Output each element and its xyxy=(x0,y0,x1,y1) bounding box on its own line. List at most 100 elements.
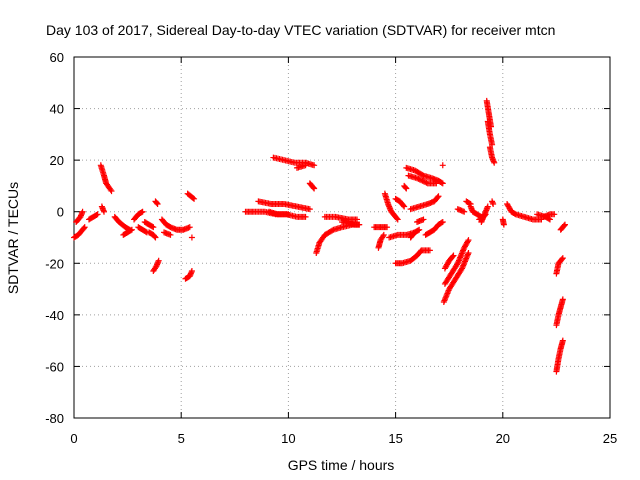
data-point xyxy=(92,212,99,219)
data-point xyxy=(305,205,312,212)
y-tick-label: -40 xyxy=(45,308,64,323)
data-point xyxy=(93,211,100,218)
y-tick-label: 60 xyxy=(50,50,64,65)
data-point xyxy=(457,268,464,275)
data-point xyxy=(446,273,453,280)
x-axis-label: GPS time / hours xyxy=(288,457,395,473)
data-point xyxy=(320,234,327,241)
y-tick-label: -80 xyxy=(45,411,64,426)
data-point xyxy=(137,225,144,232)
data-point xyxy=(384,199,391,206)
data-point xyxy=(309,161,316,168)
data-point xyxy=(425,247,432,254)
data-point xyxy=(431,180,438,187)
data-point xyxy=(415,227,422,234)
data-point xyxy=(459,208,466,215)
data-point xyxy=(165,222,172,229)
data-point xyxy=(439,162,446,169)
data-point xyxy=(151,233,158,240)
x-tick-label: 5 xyxy=(178,431,185,446)
data-point xyxy=(415,175,422,182)
y-tick-label: -60 xyxy=(45,359,64,374)
data-point xyxy=(394,197,401,204)
chart-title: Day 103 of 2017, Sidereal Day-to-day VTE… xyxy=(46,22,555,38)
data-point xyxy=(106,185,113,192)
data-point xyxy=(437,220,444,227)
data-point xyxy=(561,222,568,229)
y-tick-label: 0 xyxy=(57,205,64,220)
x-tick-label: 15 xyxy=(388,431,402,446)
data-point xyxy=(414,203,421,210)
data-point xyxy=(466,200,473,207)
data-point xyxy=(148,222,155,229)
data-point xyxy=(166,231,173,238)
data-point xyxy=(414,228,421,235)
data-point xyxy=(557,346,564,353)
data-point xyxy=(399,201,406,208)
y-tick-label: 20 xyxy=(50,153,64,168)
data-point xyxy=(419,171,426,178)
y-axis-label: SDTVAR / TECUs xyxy=(5,182,21,294)
data-point xyxy=(316,241,323,248)
data-point xyxy=(155,258,162,265)
data-point xyxy=(301,213,308,220)
data-point xyxy=(393,215,400,222)
data-point xyxy=(189,194,196,201)
data-point xyxy=(382,224,389,231)
data-point xyxy=(279,156,286,163)
data-point xyxy=(329,227,336,234)
data-point xyxy=(438,219,445,226)
data-point xyxy=(185,191,192,198)
data-point xyxy=(379,234,386,241)
data-point xyxy=(416,176,423,183)
data-point xyxy=(448,254,455,261)
data-point xyxy=(354,221,361,228)
data-point xyxy=(138,209,145,216)
data-point xyxy=(401,183,408,190)
data-point xyxy=(418,177,425,184)
x-tick-label: 10 xyxy=(281,431,295,446)
data-point xyxy=(558,257,565,264)
x-tick-label: 20 xyxy=(496,431,510,446)
data-point xyxy=(560,223,567,230)
data-point xyxy=(558,256,565,263)
data-point xyxy=(433,223,440,230)
data-point xyxy=(127,227,134,234)
data-point xyxy=(423,179,430,186)
data-point xyxy=(555,313,562,320)
data-point xyxy=(120,222,127,229)
data-point xyxy=(188,269,195,276)
data-point xyxy=(122,230,129,237)
data-point xyxy=(559,297,566,304)
data-point xyxy=(464,251,471,258)
data-point xyxy=(392,214,399,221)
data-point xyxy=(460,246,467,253)
data-point xyxy=(471,210,478,217)
data-point xyxy=(424,230,431,237)
grid-lines xyxy=(74,57,610,418)
data-point xyxy=(416,249,423,256)
data-point xyxy=(400,202,407,209)
data-point xyxy=(419,177,426,184)
y-tick-label: -20 xyxy=(45,256,64,271)
data-point xyxy=(283,211,290,218)
data-point xyxy=(380,233,387,240)
data-point xyxy=(73,233,80,240)
data-point xyxy=(114,216,121,223)
data-points xyxy=(71,97,568,375)
data-point xyxy=(88,215,95,222)
x-tick-label: 0 xyxy=(70,431,77,446)
data-point xyxy=(153,199,160,206)
data-point xyxy=(500,220,507,227)
data-point xyxy=(420,178,427,185)
data-point xyxy=(464,238,471,245)
data-point xyxy=(433,195,440,202)
data-point xyxy=(488,140,495,147)
data-point xyxy=(438,179,445,186)
data-point xyxy=(100,171,107,178)
data-point xyxy=(444,260,451,267)
data-point xyxy=(410,167,417,174)
data-point xyxy=(133,213,140,220)
data-point xyxy=(310,184,317,191)
